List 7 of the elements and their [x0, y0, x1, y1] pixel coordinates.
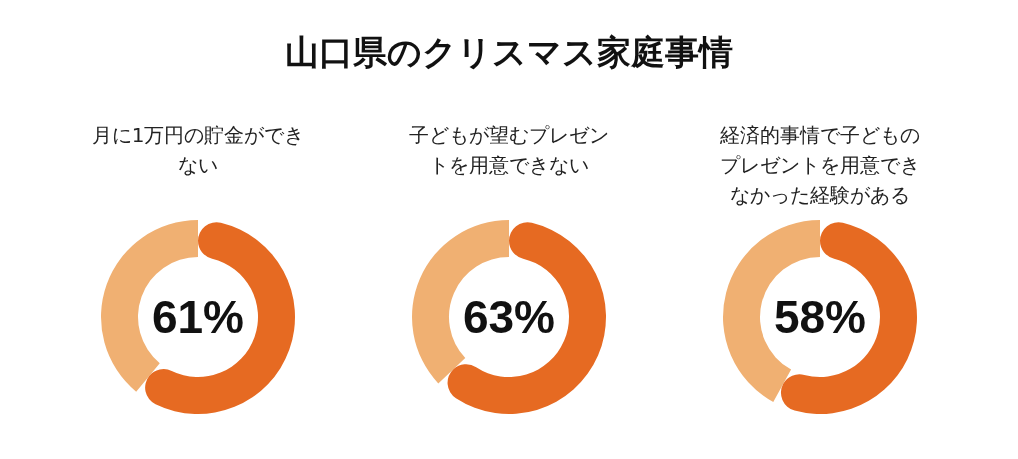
chart-title: 子どもが望むプレゼントを用意できない [409, 123, 609, 177]
chart-title: 月に1万円の貯金ができない [91, 123, 305, 177]
text: 61% [151, 291, 245, 343]
text: 山口県のクリスマス家庭事情 [285, 32, 733, 72]
text: 63% [462, 291, 556, 343]
chart-title: 経済的事情で子どものプレゼントを用意できなかった経験がある [719, 123, 920, 207]
text: 58% [773, 291, 867, 343]
